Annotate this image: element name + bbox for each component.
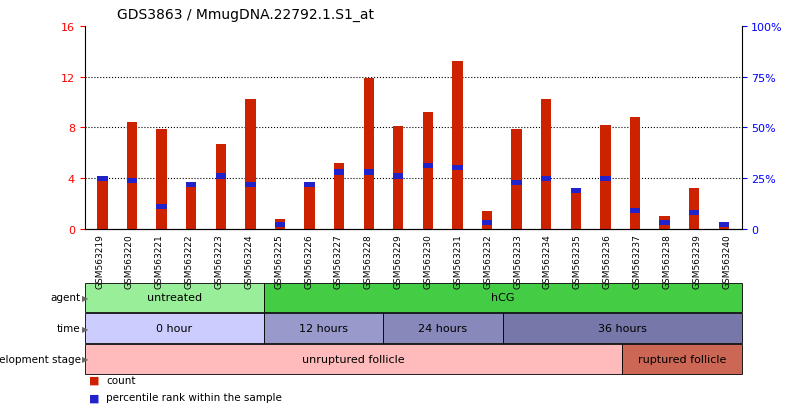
Text: GSM563232: GSM563232 [484, 233, 492, 288]
Text: GSM563237: GSM563237 [633, 233, 642, 288]
Bar [541, 100, 551, 229]
Text: GSM563219: GSM563219 [95, 233, 104, 288]
Text: GSM563220: GSM563220 [125, 233, 134, 288]
Bar [245, 182, 256, 187]
Text: 36 hours: 36 hours [597, 323, 646, 333]
Bar [541, 176, 551, 181]
Text: ▶: ▶ [82, 354, 89, 363]
Bar [186, 182, 197, 187]
Text: GSM563221: GSM563221 [155, 233, 164, 288]
Bar [98, 178, 107, 229]
Bar [629, 209, 640, 214]
Text: 24 hours: 24 hours [418, 323, 467, 333]
Bar [305, 185, 314, 229]
Text: GSM563234: GSM563234 [543, 233, 552, 288]
Bar [452, 62, 463, 229]
Bar [689, 211, 700, 216]
Text: 12 hours: 12 hours [299, 323, 348, 333]
Bar [512, 180, 521, 185]
Text: GDS3863 / MmugDNA.22792.1.S1_at: GDS3863 / MmugDNA.22792.1.S1_at [118, 8, 375, 21]
Text: ■: ■ [89, 392, 99, 402]
Text: agent: agent [51, 293, 81, 303]
Bar [393, 127, 404, 229]
Text: percentile rank within the sample: percentile rank within the sample [106, 392, 282, 402]
Bar [600, 176, 611, 181]
Text: ▶: ▶ [82, 293, 89, 302]
Text: hCG: hCG [491, 293, 514, 303]
Bar [719, 223, 729, 228]
Bar [275, 219, 285, 229]
Bar [689, 189, 700, 229]
Bar [719, 225, 729, 229]
Text: time: time [57, 323, 81, 333]
Bar [422, 164, 433, 169]
Bar [422, 113, 433, 229]
Text: GSM563235: GSM563235 [573, 233, 582, 288]
Bar [364, 79, 374, 229]
Text: count: count [106, 375, 136, 385]
Text: GSM563222: GSM563222 [185, 233, 193, 288]
Bar [571, 190, 581, 229]
Bar [629, 118, 640, 229]
Bar [127, 178, 137, 183]
Text: GSM563228: GSM563228 [364, 233, 373, 288]
Bar [482, 211, 492, 229]
Bar [393, 174, 404, 179]
Text: GSM563240: GSM563240 [722, 233, 731, 288]
Bar [127, 123, 137, 229]
Text: GSM563230: GSM563230 [423, 233, 433, 288]
Bar [275, 223, 285, 228]
Text: untreated: untreated [147, 293, 202, 303]
Bar [215, 145, 226, 229]
Bar [334, 170, 344, 175]
Text: GSM563233: GSM563233 [513, 233, 522, 288]
Bar [512, 129, 521, 229]
Text: ■: ■ [89, 375, 99, 385]
Text: GSM563226: GSM563226 [304, 233, 313, 288]
Text: GSM563231: GSM563231 [453, 233, 463, 288]
Text: ▶: ▶ [82, 324, 89, 333]
Text: GSM563239: GSM563239 [692, 233, 701, 288]
Bar [659, 221, 670, 225]
Bar [156, 204, 167, 209]
Bar [659, 216, 670, 229]
Text: GSM563223: GSM563223 [214, 233, 223, 288]
Text: GSM563224: GSM563224 [244, 233, 253, 288]
Bar [600, 126, 611, 229]
Text: GSM563229: GSM563229 [393, 233, 403, 288]
Bar [452, 166, 463, 171]
Bar [305, 182, 314, 187]
Text: GSM563238: GSM563238 [663, 233, 671, 288]
Text: unruptured follicle: unruptured follicle [302, 354, 405, 364]
Bar [482, 221, 492, 225]
Text: development stage: development stage [0, 354, 81, 364]
Text: GSM563227: GSM563227 [334, 233, 343, 288]
Bar [245, 100, 256, 229]
Text: GSM563225: GSM563225 [274, 233, 283, 288]
Text: 0 hour: 0 hour [156, 323, 193, 333]
Bar [215, 174, 226, 179]
Text: GSM563236: GSM563236 [603, 233, 612, 288]
Bar [364, 170, 374, 175]
Bar [334, 164, 344, 229]
Bar [98, 176, 107, 181]
Text: ruptured follicle: ruptured follicle [638, 354, 726, 364]
Bar [571, 188, 581, 193]
Bar [186, 188, 197, 229]
Bar [156, 129, 167, 229]
